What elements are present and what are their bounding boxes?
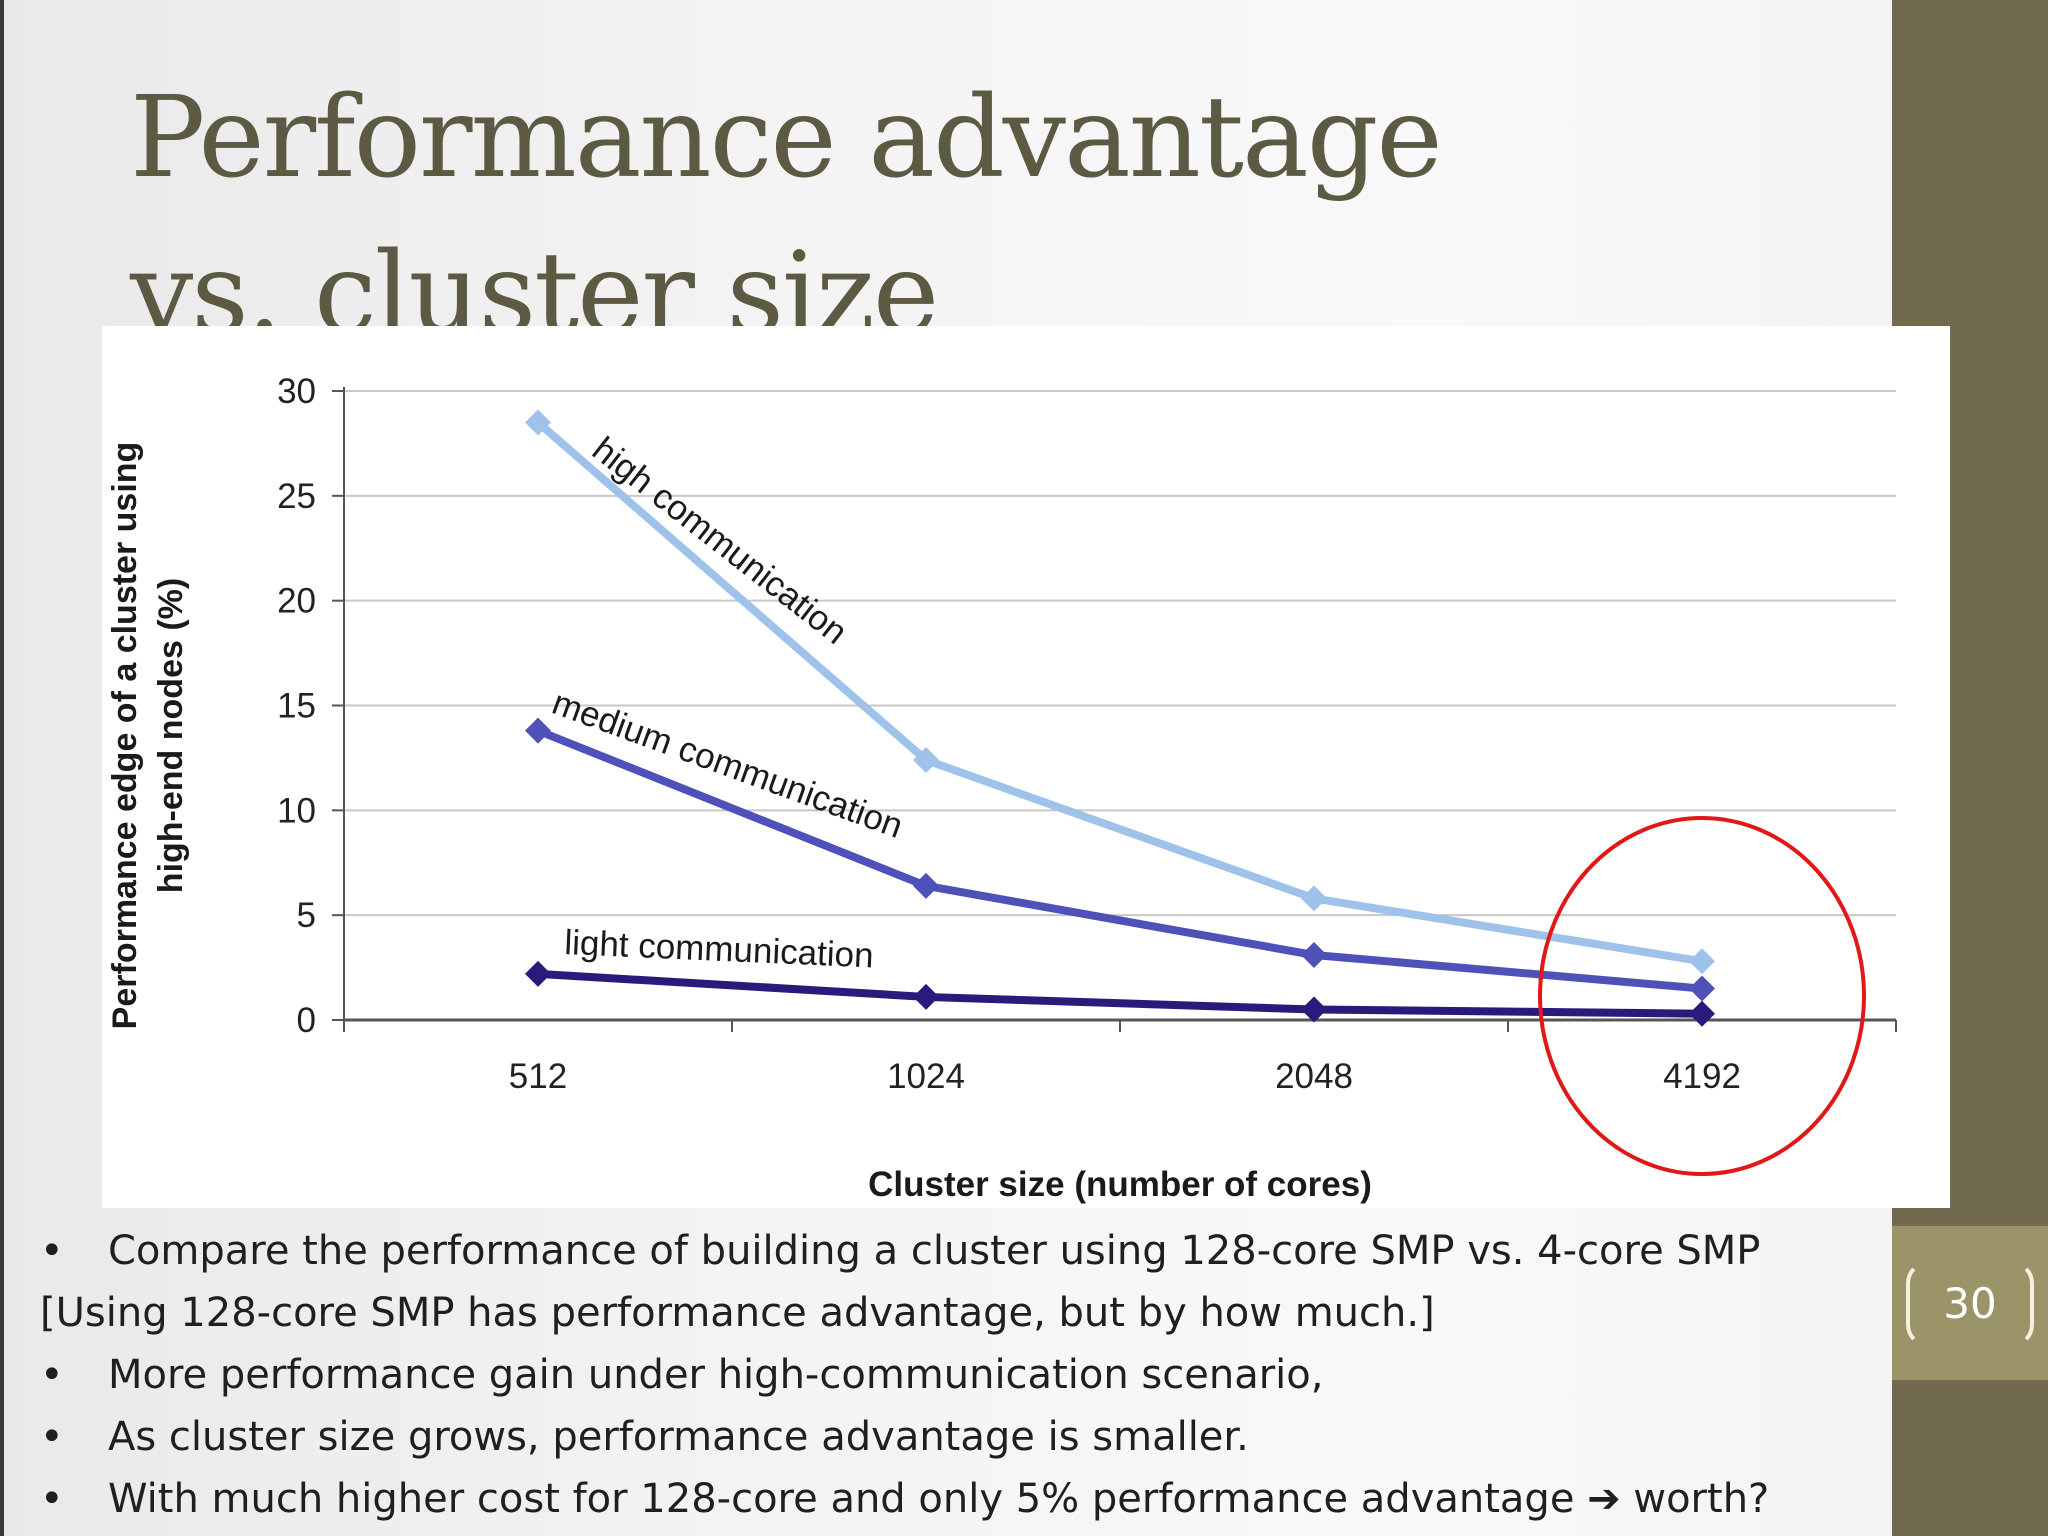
series-line	[534, 726, 1706, 993]
bullet-item: • As cluster size grows, performance adva…	[40, 1406, 1900, 1468]
y-axis-label: Performance edge of a cluster using high-…	[106, 442, 190, 1030]
bullet-dot: •	[40, 1228, 64, 1274]
grid-lines	[344, 390, 1896, 917]
data-point-marker	[913, 747, 939, 774]
data-point-marker	[525, 409, 551, 436]
bullet-text: More performance gain under high-communi…	[108, 1352, 1324, 1398]
series-label: high communication	[585, 430, 854, 652]
data-point-marker	[1301, 996, 1327, 1023]
series-lines	[525, 409, 1715, 1027]
page-number-frame	[1906, 1261, 2034, 1347]
bullet-item: [Using 128-core SMP has performance adva…	[40, 1282, 1900, 1344]
y-tick-label: 25	[277, 477, 316, 516]
data-point-marker	[525, 717, 551, 744]
axes: 0 5 10 15 20 25 30 512 1024 2048 4192	[277, 372, 1897, 1096]
x-tick-label: 1024	[887, 1057, 965, 1096]
y-tick-label: 20	[277, 582, 316, 621]
bullet-text: Compare the performance of building a cl…	[108, 1228, 1761, 1274]
y-tick-label: 30	[277, 372, 316, 411]
y-tick-label: 0	[297, 1001, 316, 1040]
x-tick-label: 2048	[1275, 1057, 1353, 1096]
bullet-item: • More performance gain under high-commun…	[40, 1344, 1900, 1406]
y-axis-label-line: Performance edge of a cluster using	[106, 442, 144, 1030]
data-point-marker	[1689, 975, 1715, 1002]
bullet-list: • Compare the performance of building a c…	[40, 1220, 1900, 1530]
y-tick-label: 15	[277, 687, 316, 726]
y-tick-label: 10	[277, 791, 316, 830]
page-number-panel	[1892, 1226, 2048, 1380]
bullet-dot: •	[40, 1352, 64, 1398]
y-tick-label: 5	[297, 896, 316, 935]
data-point-marker	[913, 983, 939, 1010]
x-axis-label: Cluster size (number of cores)	[868, 1165, 1372, 1204]
bullet-text: As cluster size grows, performance advan…	[108, 1414, 1249, 1460]
bullet-item: • Compare the performance of building a c…	[40, 1220, 1900, 1282]
bullet-text: [Using 128-core SMP has performance adva…	[40, 1290, 1435, 1336]
data-point-marker	[525, 960, 551, 987]
chart-panel: 0 5 10 15 20 25 30 512 1024 2048 4192 high communi…	[102, 326, 1950, 1208]
series-label: light communication	[564, 923, 875, 975]
data-point-marker	[1301, 885, 1327, 912]
data-point-marker	[1689, 948, 1715, 975]
y-axis-label-line: high-end nodes (%)	[152, 578, 190, 893]
highlight-layer	[1538, 816, 1866, 1176]
data-point-marker	[1301, 942, 1327, 969]
page-number: 30	[1943, 1279, 1997, 1328]
data-point-marker	[1689, 1000, 1715, 1027]
highlight-circle	[1538, 816, 1866, 1176]
series-label: medium communication	[547, 683, 908, 846]
series-line	[534, 969, 1706, 1018]
series-line	[534, 418, 1706, 966]
bullet-dot: •	[40, 1414, 64, 1460]
bullet-item: • With much higher cost for 128-core and …	[40, 1468, 1900, 1530]
bullet-dot: •	[40, 1476, 64, 1522]
series-labels: high communication medium communication li…	[547, 430, 908, 976]
x-tick-label: 4192	[1663, 1057, 1741, 1096]
slide-left-border	[0, 0, 4, 1536]
line-chart: 0 5 10 15 20 25 30 512 1024 2048 4192 high communi…	[106, 372, 1897, 1204]
data-point-marker	[913, 872, 939, 899]
x-tick-label: 512	[509, 1057, 567, 1096]
bullet-text: With much higher cost for 128-core and o…	[108, 1476, 1770, 1522]
